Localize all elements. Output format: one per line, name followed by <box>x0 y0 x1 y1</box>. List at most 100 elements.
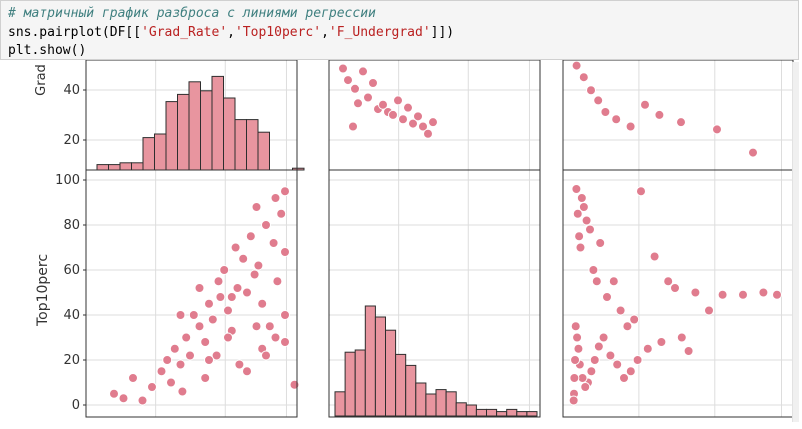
output-scrollbar[interactable] <box>792 62 799 422</box>
point-top10-grad-29 <box>253 260 264 271</box>
hist-grad-bar-0 <box>96 164 109 171</box>
panel-top10-hist-border <box>328 169 541 418</box>
point-top10-grad-3 <box>137 395 148 406</box>
point-top10-grad-32 <box>264 321 275 332</box>
hist-grad-bar-4 <box>142 137 155 171</box>
hist-top10-bar-9 <box>425 393 437 417</box>
tick-label-top10-20: 20 <box>63 353 80 368</box>
point-top10-fund-22 <box>704 305 714 316</box>
code-cell[interactable]: # матричный график разброса с линиями ре… <box>0 0 799 60</box>
point-grad-top10-3 <box>353 98 363 109</box>
point-top10-fund-38 <box>586 366 597 377</box>
hist-grad-bar-12 <box>234 119 247 171</box>
point-grad-top10-6 <box>368 78 378 88</box>
point-top10-grad-6 <box>162 355 173 365</box>
point-grad-top10-5 <box>363 92 373 103</box>
code-comment: # матричный график разброса с линиями ре… <box>8 6 376 21</box>
hist-top10-bar-12 <box>455 402 467 417</box>
point-top10-grad-15 <box>204 298 214 309</box>
point-grad-fund-4 <box>600 107 611 117</box>
point-grad-fund-5 <box>611 114 622 125</box>
point-top10-fund-27 <box>676 332 687 343</box>
point-grad-top10-16 <box>418 121 428 132</box>
tick-label-top10-0: 0 <box>72 398 80 413</box>
output-area[interactable]: 20 40 0 20 40 60 80 100 Grad Top10perc <box>0 60 802 429</box>
point-top10-grad-16 <box>207 314 218 325</box>
point-grad-top10-15 <box>413 111 423 122</box>
code-call-prefix: sns.pairplot(DF[[ <box>8 25 142 40</box>
hist-top10-bar-0 <box>334 391 346 417</box>
point-top10-grad-28 <box>251 202 262 212</box>
point-grad-fund-2 <box>586 85 596 96</box>
point-top10-fund-19 <box>670 283 680 293</box>
point-top10-fund-10 <box>595 238 606 248</box>
point-top10-fund-20 <box>683 346 694 356</box>
hist-grad-bar-5 <box>154 133 167 171</box>
hist-grad-bar-8 <box>188 81 201 171</box>
point-top10-grad-52 <box>251 321 262 332</box>
point-top10-fund-32 <box>619 373 629 383</box>
point-top10-grad-5 <box>156 366 167 377</box>
point-top10-fund-17 <box>649 251 660 262</box>
code-pairplot-call: sns.pairplot(DF[['Grad_Rate','Top10perc'… <box>8 25 454 40</box>
point-top10-fund-34 <box>605 350 616 361</box>
hist-grad-bar-2 <box>119 162 132 171</box>
hist-top10-bar-19 <box>526 411 538 417</box>
point-grad-top10-19 <box>348 121 358 132</box>
point-top10-grad-39 <box>280 310 290 320</box>
point-top10-grad-2 <box>128 373 138 383</box>
point-top10-fund-1 <box>572 208 583 219</box>
point-top10-fund-11 <box>602 292 612 302</box>
point-top10-fund-29 <box>642 343 653 354</box>
code-arg-f-undergrad: 'F_Undergrad' <box>328 25 431 40</box>
point-top10-fund-40 <box>580 382 591 392</box>
point-top10-grad-18 <box>215 292 226 302</box>
point-top10-fund-2 <box>574 231 585 242</box>
point-top10-fund-30 <box>632 355 643 365</box>
point-grad-fund-0 <box>571 60 582 71</box>
row-label-top10perc: Top10perc <box>35 254 51 327</box>
point-top10-grad-1 <box>118 393 129 404</box>
point-top10-fund-7 <box>585 224 595 235</box>
panel-grad-vs-top10-frame <box>328 60 541 171</box>
hist-top10-bar-18 <box>516 411 528 417</box>
point-top10-grad-4 <box>147 382 157 392</box>
code-arg-top10perc: 'Top10perc' <box>234 25 322 40</box>
hist-top10-bar-16 <box>496 411 508 417</box>
point-top10-fund-0 <box>571 184 582 194</box>
point-grad-fund-8 <box>654 109 665 120</box>
point-grad-fund-7 <box>640 99 650 110</box>
point-grad-top10-4 <box>358 66 368 77</box>
panel-top10-vs-grad-frame <box>85 169 298 418</box>
hist-top10-bar-17 <box>506 408 518 417</box>
hist-top10-bar-5 <box>385 329 397 417</box>
point-top10-fund-41 <box>577 373 588 383</box>
point-top10-grad-13 <box>194 321 205 332</box>
point-top10-grad-49 <box>242 366 252 377</box>
hist-top10-bar-11 <box>445 391 457 417</box>
hist-grad-bar-11 <box>223 97 236 171</box>
point-top10-grad-41 <box>289 379 300 390</box>
point-top10-grad-11 <box>185 350 195 361</box>
point-grad-top10-17 <box>423 128 433 139</box>
point-top10-grad-35 <box>272 276 283 287</box>
point-top10-fund-28 <box>656 337 667 347</box>
point-top10-grad-45 <box>200 373 211 383</box>
point-grad-fund-1 <box>578 72 589 83</box>
point-top10-fund-14 <box>622 321 633 332</box>
point-top10-grad-14 <box>200 337 211 347</box>
point-top10-grad-24 <box>238 253 249 264</box>
point-top10-grad-31 <box>261 220 271 230</box>
point-top10-grad-26 <box>245 231 256 242</box>
point-top10-grad-10 <box>181 332 192 343</box>
point-top10-grad-33 <box>268 238 279 248</box>
point-top10-fund-31 <box>625 366 636 377</box>
point-top10-fund-16 <box>636 186 646 197</box>
hist-grad-bar-10 <box>211 75 224 171</box>
point-top10-fund-45 <box>570 321 581 332</box>
point-grad-top10-13 <box>403 102 413 113</box>
hist-grad-bar-17 <box>292 167 305 171</box>
panel-top10-vs-grad-border <box>85 169 298 418</box>
point-top10-grad-37 <box>280 186 290 197</box>
point-grad-fund-3 <box>593 95 604 106</box>
